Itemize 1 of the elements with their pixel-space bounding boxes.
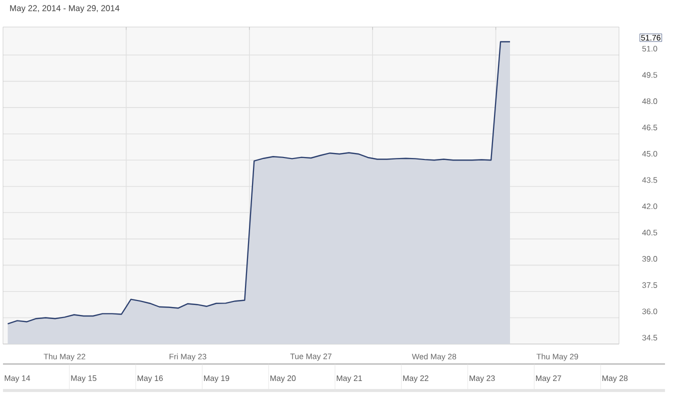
chart-title: May 22, 2014 - May 29, 2014 <box>10 5 120 13</box>
